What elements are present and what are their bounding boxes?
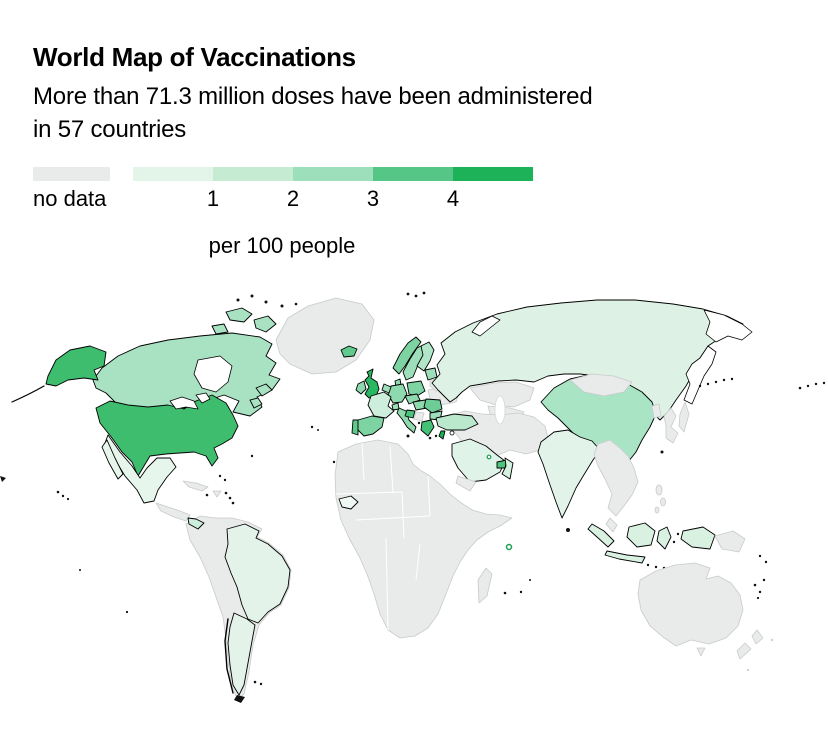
madagascar [477, 567, 493, 604]
portugal [351, 419, 359, 436]
legend-tick-4: 4 [446, 186, 460, 211]
turkey [435, 413, 479, 431]
switzerland [391, 402, 400, 411]
korea [651, 403, 662, 419]
kamchatka-okhotsk [683, 345, 717, 405]
legend-no-data-swatch [33, 167, 110, 181]
tasmania [696, 647, 706, 657]
central-america [155, 502, 191, 522]
israel [438, 430, 446, 440]
yemen [455, 475, 477, 492]
sri-lanka [566, 528, 570, 532]
cuba [182, 480, 209, 492]
argentina [227, 612, 256, 696]
caribbean-islands [56, 454, 254, 505]
seychelles [505, 543, 513, 551]
oman [501, 457, 514, 480]
kuril-bering-islands [698, 377, 826, 390]
indian-ocean-islands [503, 579, 531, 595]
norway [392, 336, 422, 375]
alaska [45, 345, 107, 387]
bahrain [486, 454, 492, 460]
hispaniola [212, 490, 222, 498]
legend-caption: per 100 people [208, 233, 356, 258]
indonesia [587, 522, 716, 570]
legend-tick-1: 1 [206, 186, 220, 211]
legend-segment-4 [373, 167, 453, 181]
philippines [654, 484, 666, 514]
pacific-islands [753, 554, 768, 600]
legend-tick-2: 2 [286, 186, 300, 211]
papua-new-guinea [714, 530, 746, 553]
subtitle: More than 71.3 million doses have been a… [33, 80, 593, 146]
legend-segment-5 [453, 167, 533, 181]
greenland [275, 297, 375, 375]
sicily [406, 434, 410, 438]
kazakhstan [469, 381, 535, 408]
russia [431, 299, 744, 421]
serbia-bosnia [413, 411, 425, 422]
chile [224, 618, 234, 694]
mongolia [569, 373, 633, 397]
world-choropleth-map [0, 291, 826, 703]
caspian-sea [494, 395, 506, 425]
baltic-states [424, 367, 438, 381]
finland [416, 341, 435, 372]
canadian-arctic-islands [211, 294, 298, 397]
japan [663, 407, 679, 444]
united-kingdom [364, 368, 380, 399]
united-states [95, 394, 239, 477]
legend-no-data-label: no data [33, 186, 107, 211]
austria-czechia [404, 393, 421, 405]
australia [637, 562, 744, 647]
hudson-bay [193, 355, 233, 393]
great-lakes [169, 392, 211, 410]
chukotka [703, 309, 753, 343]
baja-california [101, 439, 124, 480]
newfoundland [249, 397, 263, 409]
iceland [340, 345, 358, 358]
patagonia-tip [234, 695, 245, 703]
costa-rica-panama [187, 517, 205, 530]
france [367, 391, 395, 419]
legend-segment-1 [133, 167, 213, 181]
new-zealand [736, 629, 774, 672]
germany [387, 383, 408, 404]
guinea [338, 495, 359, 510]
benelux [381, 383, 392, 394]
africa [334, 439, 513, 639]
greece [420, 419, 435, 437]
south-atlantic-islands [79, 569, 263, 686]
left-edge-islet [0, 476, 6, 482]
croatia-slovenia [404, 409, 416, 419]
subtitle-line-1: More than 71.3 million doses have been a… [33, 83, 593, 110]
saudi-arabia [451, 438, 506, 483]
legend-tick-3: 3 [366, 186, 380, 211]
taiwan [660, 450, 664, 454]
poland [406, 380, 426, 397]
subtitle-line-2: in 57 countries [33, 116, 187, 143]
legend-segment-3 [293, 167, 373, 181]
spain [356, 415, 385, 437]
romania [423, 398, 443, 414]
mediterranean-islands [310, 421, 455, 464]
southeast-asia [593, 439, 639, 517]
india [537, 429, 601, 519]
legend-segment-2 [213, 167, 293, 181]
africa-internal-borders [335, 442, 431, 631]
ireland [355, 380, 367, 395]
novaya-zemlya [471, 315, 501, 337]
brazil [224, 523, 291, 624]
page-title: World Map of Vaccinations [33, 42, 356, 72]
malay-peninsula [605, 517, 618, 533]
legend-color-scale [133, 167, 533, 181]
svalbard [406, 291, 426, 298]
aleutian-islands [11, 385, 45, 403]
sakhalin [678, 401, 690, 433]
